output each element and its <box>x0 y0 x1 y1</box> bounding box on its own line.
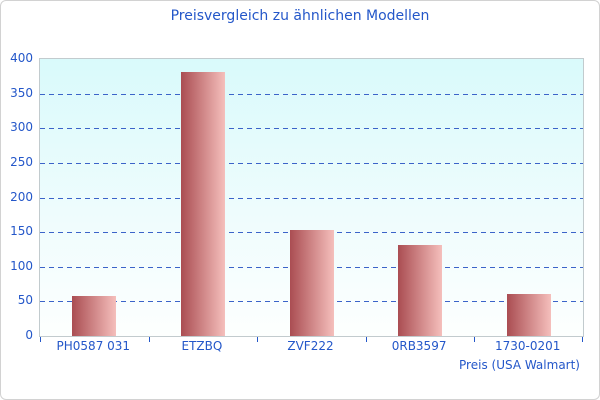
plot-area <box>39 58 584 342</box>
x-tick-label: PH0587 031 <box>56 339 131 353</box>
y-tick-label: 400 <box>10 51 33 65</box>
bar-1730-0201 <box>506 293 551 336</box>
gridline-350 <box>40 93 583 95</box>
y-tick-label: 100 <box>10 258 33 273</box>
x-tick-label: ZVF222 <box>287 339 334 353</box>
y-tick-label: 300 <box>10 120 33 135</box>
bar-ETZBQ <box>180 72 225 336</box>
bar-0RB3597 <box>398 245 443 336</box>
gridline-250 <box>40 162 583 164</box>
y-tick-label: 0 <box>25 328 33 342</box>
x-axis-tick <box>257 337 259 342</box>
x-tick-label: 1730-0201 <box>494 339 561 353</box>
bar-ZVF222 <box>289 230 334 336</box>
chart-title: Preisvergleich zu ähnlichen Modellen <box>170 8 430 24</box>
y-tick-label: 50 <box>17 293 33 308</box>
x-axis-tick <box>40 337 41 342</box>
gridline-200 <box>40 197 583 199</box>
y-tick-label: 150 <box>10 224 33 239</box>
x-axis-tick <box>582 337 583 342</box>
x-axis-tick <box>148 337 150 342</box>
gridline-300 <box>40 128 583 130</box>
bar-PH0587 031 <box>72 295 117 336</box>
x-tick-label: ETZBQ <box>181 339 223 353</box>
x-axis-title: Preis (USA Walmart) <box>459 358 580 372</box>
y-tick-label: 250 <box>10 154 33 169</box>
x-tick-label: 0RB3597 <box>391 339 447 353</box>
y-tick-label: 200 <box>10 189 33 204</box>
x-axis-tick <box>365 337 367 342</box>
x-axis-tick <box>474 337 476 342</box>
y-tick-label: 350 <box>10 85 33 100</box>
